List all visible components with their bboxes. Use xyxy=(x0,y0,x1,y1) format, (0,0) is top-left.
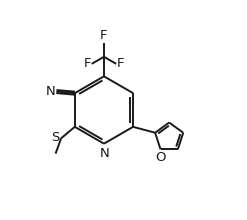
Text: O: O xyxy=(155,150,166,163)
Text: F: F xyxy=(83,57,91,70)
Text: F: F xyxy=(117,57,124,70)
Text: N: N xyxy=(100,147,110,160)
Text: S: S xyxy=(51,131,60,144)
Text: F: F xyxy=(100,29,108,42)
Text: N: N xyxy=(45,85,55,98)
